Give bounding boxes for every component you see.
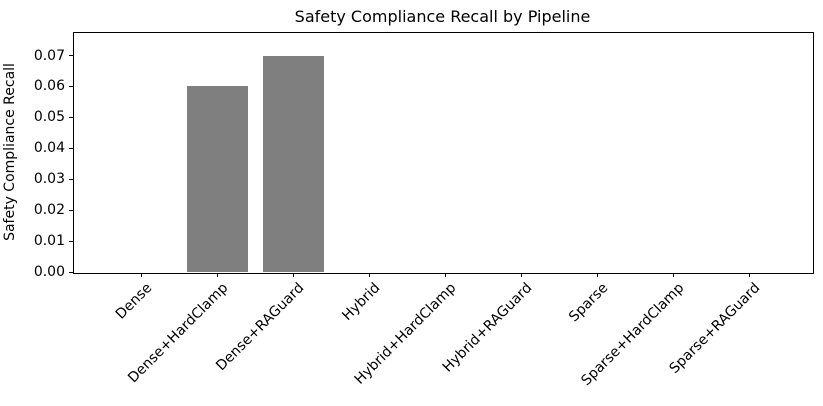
x-tick-mark	[520, 273, 522, 277]
plot-area	[73, 32, 814, 274]
x-tick-mark	[596, 273, 598, 277]
x-tick-mark	[216, 273, 218, 277]
y-tick-label: 0.04	[33, 140, 65, 157]
y-tick-mark	[69, 116, 73, 118]
x-tick-mark	[368, 273, 370, 277]
y-tick-label: 0.00	[33, 264, 65, 280]
y-tick-label: 0.05	[33, 109, 65, 126]
x-tick-mark	[672, 273, 674, 277]
x-tick-mark	[748, 273, 750, 277]
y-tick-mark	[69, 240, 73, 242]
y-tick-label: 0.02	[33, 202, 65, 219]
x-tick-label: Sparse	[566, 280, 612, 326]
x-tick-label: Hybrid	[339, 280, 384, 325]
bar-Dense+RAGuard	[262, 55, 324, 272]
y-tick-label: 0.07	[33, 47, 65, 64]
y-tick-mark	[69, 271, 73, 273]
y-tick-mark	[69, 178, 73, 180]
x-tick-mark	[444, 273, 446, 277]
x-tick-mark	[292, 273, 294, 277]
y-tick-label: 0.01	[33, 233, 65, 250]
x-tick-label: Dense	[112, 280, 156, 323]
y-tick-label: 0.03	[33, 171, 65, 188]
y-tick-mark	[69, 55, 73, 56]
bar-Dense+HardClamp	[186, 86, 248, 272]
chart-title: Safety Compliance Recall by Pipeline	[294, 7, 591, 26]
y-tick-label: 0.06	[33, 78, 65, 95]
y-tick-mark	[69, 147, 73, 149]
y-tick-mark	[69, 209, 73, 211]
x-tick-mark	[140, 273, 142, 277]
y-tick-mark	[69, 85, 73, 87]
